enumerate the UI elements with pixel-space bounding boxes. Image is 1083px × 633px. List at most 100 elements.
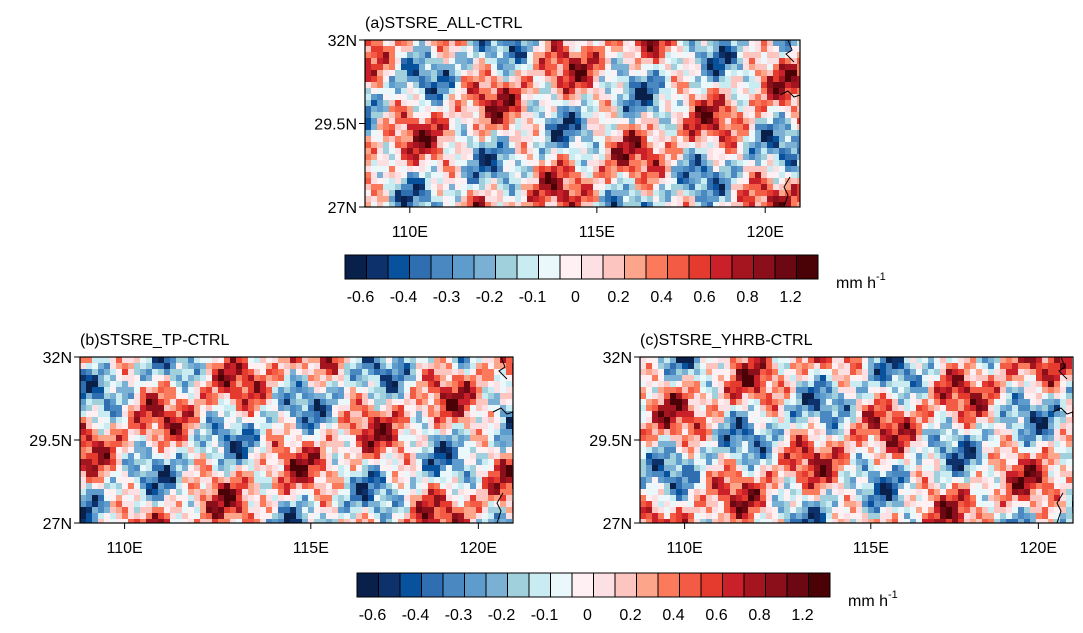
field-cell [500, 519, 507, 526]
field-cell [338, 513, 345, 520]
field-cell [886, 399, 893, 406]
field-cell [551, 46, 558, 53]
field-cell [476, 489, 483, 496]
field-cell [743, 136, 750, 143]
field-cell [557, 64, 564, 71]
field-cell [515, 76, 522, 83]
field-cell [665, 58, 672, 65]
field-cell [440, 507, 447, 514]
field-cell [410, 495, 417, 502]
field-cell [380, 417, 387, 424]
field-cell [773, 40, 780, 47]
field-cell [928, 369, 935, 376]
field-cell [641, 58, 648, 65]
field-cell [826, 405, 833, 412]
field-cell [652, 363, 659, 370]
field-cell [461, 166, 468, 173]
field-cell [749, 100, 756, 107]
field-cell [665, 76, 672, 83]
field-cell [248, 411, 255, 418]
field-cell [80, 501, 87, 508]
field-cell [641, 196, 648, 203]
field-cell [826, 357, 833, 364]
field-cell [386, 405, 393, 412]
field-cell [182, 453, 189, 460]
field-cell [266, 363, 273, 370]
field-cell [575, 130, 582, 137]
field-cell [838, 423, 845, 430]
field-cell [485, 58, 492, 65]
field-cell [682, 375, 689, 382]
field-cell [653, 40, 660, 47]
field-cell [790, 375, 797, 382]
field-cell [593, 40, 600, 47]
field-cell [665, 166, 672, 173]
field-cell [344, 453, 351, 460]
field-cell [437, 124, 444, 131]
field-cell [224, 495, 231, 502]
field-cell [533, 64, 540, 71]
field-cell [545, 142, 552, 149]
field-cell [188, 369, 195, 376]
field-cell [470, 399, 477, 406]
field-cell [272, 387, 279, 394]
field-cell [146, 393, 153, 400]
field-cell [784, 399, 791, 406]
field-cell [434, 477, 441, 484]
field-cell [134, 369, 141, 376]
field-cell [104, 519, 111, 526]
field-cell [320, 387, 327, 394]
field-cell [497, 124, 504, 131]
field-cell [653, 64, 660, 71]
field-cell [898, 357, 905, 364]
field-cell [428, 441, 435, 448]
field-cell [470, 459, 477, 466]
field-cell [629, 142, 636, 149]
field-cell [446, 477, 453, 484]
field-cell [338, 393, 345, 400]
field-cell [701, 166, 708, 173]
field-cell [86, 519, 93, 526]
field-cell [182, 465, 189, 472]
field-cell [380, 447, 387, 454]
field-cell [140, 459, 147, 466]
field-cell [761, 184, 768, 191]
field-cell [212, 375, 219, 382]
field-cell [314, 357, 321, 364]
field-cell [386, 357, 393, 364]
field-cell [557, 70, 564, 77]
field-cell [284, 513, 291, 520]
field-cell [290, 399, 297, 406]
field-cell [599, 112, 606, 119]
field-cell [482, 477, 489, 484]
field-cell [425, 136, 432, 143]
field-cell [368, 459, 375, 466]
field-cell [260, 519, 267, 526]
field-cell [521, 124, 528, 131]
field-cell [593, 166, 600, 173]
field-cell [200, 507, 207, 514]
field-cell [356, 513, 363, 520]
field-cell [599, 178, 606, 185]
field-cell [1060, 375, 1067, 382]
field-cell [581, 154, 588, 161]
field-cell [458, 423, 465, 430]
field-cell [545, 88, 552, 95]
field-cell [392, 483, 399, 490]
field-cell [482, 465, 489, 472]
field-cell [731, 190, 738, 197]
field-cell [242, 429, 249, 436]
field-cell [503, 190, 510, 197]
field-cell [611, 148, 618, 155]
field-cell [440, 405, 447, 412]
field-cell [773, 184, 780, 191]
field-cell [431, 76, 438, 83]
field-cell [182, 507, 189, 514]
field-cell [779, 178, 786, 185]
field-cell [416, 405, 423, 412]
field-cell [676, 423, 683, 430]
field-cell [332, 417, 339, 424]
field-cell [401, 136, 408, 143]
field-cell [206, 447, 213, 454]
field-cell [356, 465, 363, 472]
